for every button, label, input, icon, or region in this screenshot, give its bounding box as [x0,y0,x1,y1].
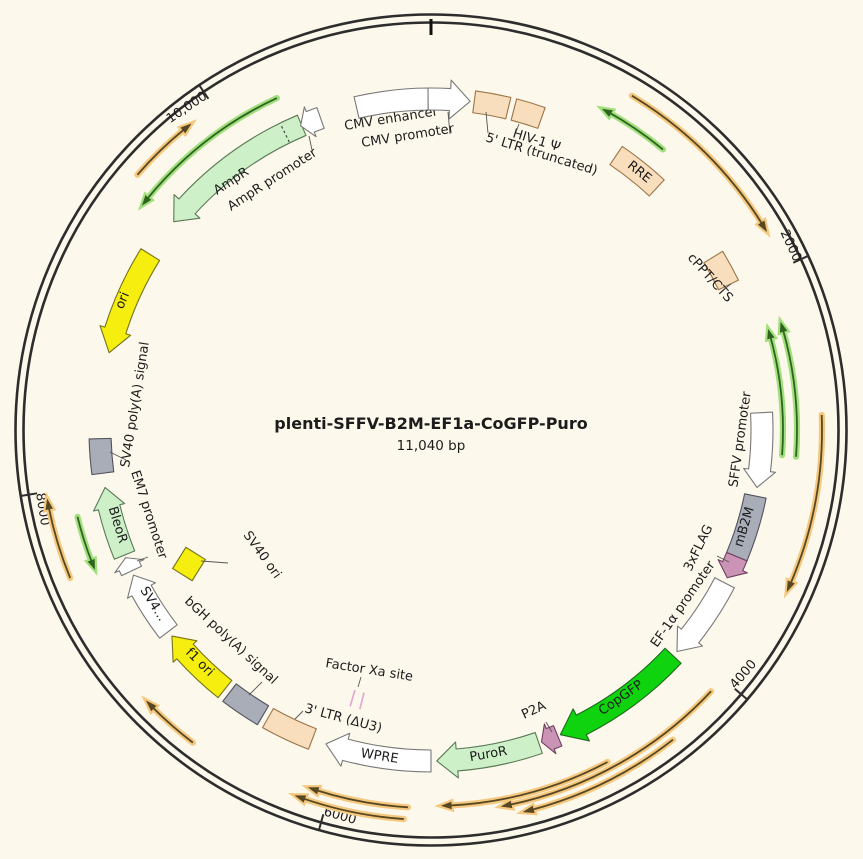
feature-shape-ori[interactable] [99,248,161,354]
flow-arrow-green-13 [74,513,98,576]
feature-shape-3xflag[interactable] [717,551,748,579]
flow-arrow-orange-3 [516,736,677,816]
feature-shape-f1-ori[interactable] [171,635,233,699]
callout-line-12 [308,135,313,151]
flow-arrow-green-14 [137,94,280,211]
callout-line-2 [515,123,520,133]
feature-ori[interactable] [99,248,161,354]
feature-p2a[interactable] [540,723,563,755]
feature-shape-bgh-polya[interactable] [222,683,270,726]
flow-arrow-green-11 [764,322,787,459]
flow-arrow-orange-5 [301,784,412,811]
feature-shape-sv40-polya[interactable] [88,437,115,476]
feature-ampr-promoter[interactable] [300,106,325,138]
feature-sv40-promoter[interactable] [126,574,178,639]
feature-shape-3-ltr-du3[interactable] [262,707,317,750]
tick-label-2000: 2000 [777,228,804,264]
feature-cmv-promoter[interactable] [427,79,471,120]
feature-label-ori[interactable]: ori [113,290,133,311]
flow-arrow-orange-2 [494,688,715,811]
feature-label-p2a[interactable]: P2A [519,698,548,722]
flow-arrow-green-12 [777,315,801,460]
feature-shape-rre[interactable] [609,145,665,197]
callout-line-9 [200,560,229,564]
feature-shape-cmv-promoter[interactable] [427,79,471,120]
feature-ef1a-promoter[interactable] [676,577,735,653]
tick-6000 [318,813,325,830]
feature-label-sv40-ori[interactable]: SV40 ori [240,529,284,582]
feature-cppt-cts[interactable] [703,250,739,291]
feature-5-ltr-truncated[interactable] [472,90,512,120]
feature-copgfp[interactable] [559,647,682,742]
plasmid-size-label: 11,040 bp [397,438,466,454]
flow-arrow-orange-0 [628,92,771,238]
feature-shape-sffv-promoter[interactable] [743,411,776,489]
feature-3-ltr-du3[interactable] [262,707,317,750]
feature-ampr[interactable] [173,114,307,223]
feature-shape-puror[interactable] [436,732,543,779]
feature-hiv-1-psi[interactable] [510,98,546,129]
callout-line-4 [716,555,730,563]
feature-label-puror[interactable]: PuroR [468,744,508,765]
callout-line-6 [357,676,362,688]
feature-shape-copgfp[interactable] [559,647,682,742]
tick-8000 [21,492,38,497]
feature-shape-p2a[interactable] [540,723,563,755]
tick-label-4000: 4000 [727,657,760,692]
feature-shape-ampr[interactable] [173,114,307,223]
callout-line-10 [136,556,149,562]
callout-line-0 [447,111,451,135]
feature-shape-ampr-promoter[interactable] [300,106,325,138]
callout-line-1 [485,111,489,134]
feature-sv40-polya[interactable] [88,437,115,476]
feature-em7-promoter[interactable] [114,557,145,577]
feature-shape-wpre[interactable] [325,732,432,773]
tick-4000 [734,687,748,700]
feature-label-sv40-polya[interactable]: SV40 poly(A) signal [118,341,153,469]
callout-line-5 [545,721,553,733]
feature-shape-cppt-cts[interactable] [703,250,739,291]
ampr-segment-divider [279,123,290,143]
feature-shape-bleor[interactable] [93,486,136,560]
tick-2000 [792,255,809,264]
backbone-ring-outer [14,13,848,847]
callout-line-11 [109,451,127,461]
feature-sv40-ori[interactable] [171,546,207,582]
callout-line-3 [722,283,732,291]
feature-f1-ori[interactable] [171,635,233,699]
feature-label-factor-xa-site[interactable]: Factor Xa site [324,656,414,685]
feature-bleor[interactable] [93,486,136,560]
flow-arrow-orange-6 [288,792,407,823]
factor-xa-site-mark-0[interactable] [359,692,365,710]
feature-bgh-polya[interactable] [222,683,270,726]
plasmid-title: plenti-SFFV-B2M-EF1a-CoGFP-Puro [274,414,587,433]
flow-arrow-orange-8 [42,491,74,582]
feature-shape-ef1a-promoter[interactable] [676,577,735,653]
flow-arrow-orange-4 [434,758,611,813]
factor-xa-site-mark-1[interactable] [349,689,356,707]
callout-line-7 [294,710,304,720]
flow-arrow-orange-7 [141,695,196,746]
flow-arrow-orange-1 [783,411,826,599]
callout-line-8 [248,681,263,696]
flow-arrow-orange-9 [134,119,197,178]
tick-10,000 [198,85,210,100]
feature-sffv-promoter[interactable] [743,411,776,489]
feature-puror[interactable] [436,732,543,779]
feature-shape-em7-promoter[interactable] [114,557,145,577]
feature-label-wpre[interactable]: WPRE [360,746,400,767]
feature-shape-sv40-promoter[interactable] [126,574,178,639]
feature-shape-5-ltr-truncated[interactable] [472,90,512,120]
feature-rre[interactable] [609,145,665,197]
flow-arrow-green-10 [596,105,667,153]
feature-wpre[interactable] [325,732,432,773]
feature-3xflag[interactable] [717,551,748,579]
feature-shape-hiv-1-psi[interactable] [510,98,546,129]
